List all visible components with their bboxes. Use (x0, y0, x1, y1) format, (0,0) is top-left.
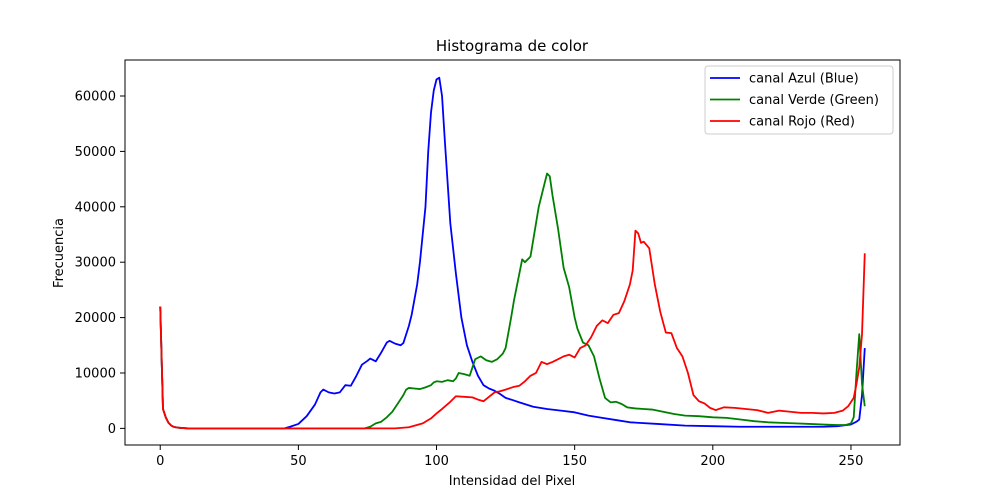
legend-box (704, 65, 894, 135)
series-line-0 (159, 76, 866, 430)
x-tick-label: 250 (839, 454, 864, 469)
y-axis-label: Frecuencia (52, 218, 67, 288)
y-tick-label: 60000 (75, 90, 116, 105)
y-tick-label: 20000 (75, 311, 116, 326)
x-axis: 0 50 100 150 200 250 (156, 445, 863, 469)
y-tick-label: 10000 (75, 366, 116, 381)
y-tick-label: 40000 (75, 200, 116, 215)
y-tick-label: 0 (108, 422, 116, 437)
y-axis: 0 10000 20000 30000 40000 50000 60000 (75, 90, 125, 437)
x-tick-label: 150 (562, 454, 587, 469)
x-tick-label: 0 (156, 454, 164, 469)
legend-label-2: canal Rojo (Red) (749, 115, 855, 130)
x-tick-label: 50 (290, 454, 307, 469)
plot-area (159, 76, 866, 430)
legend-label-0: canal Azul (Blue) (749, 72, 859, 87)
axes-frame (124, 59, 901, 446)
legend: canal Azul (Blue) canal Verde (Green) cana… (704, 65, 894, 135)
chart-title: Histograma de color (436, 37, 589, 55)
x-tick-label: 100 (424, 454, 449, 469)
x-tick-label: 200 (700, 454, 725, 469)
legend-label-1: canal Verde (Green) (749, 93, 879, 108)
y-tick-label: 50000 (75, 145, 116, 160)
series-line-2 (159, 229, 866, 430)
y-tick-label: 30000 (75, 256, 116, 271)
series-line-1 (159, 172, 866, 430)
x-axis-label: Intensidad del Pixel (449, 474, 575, 489)
